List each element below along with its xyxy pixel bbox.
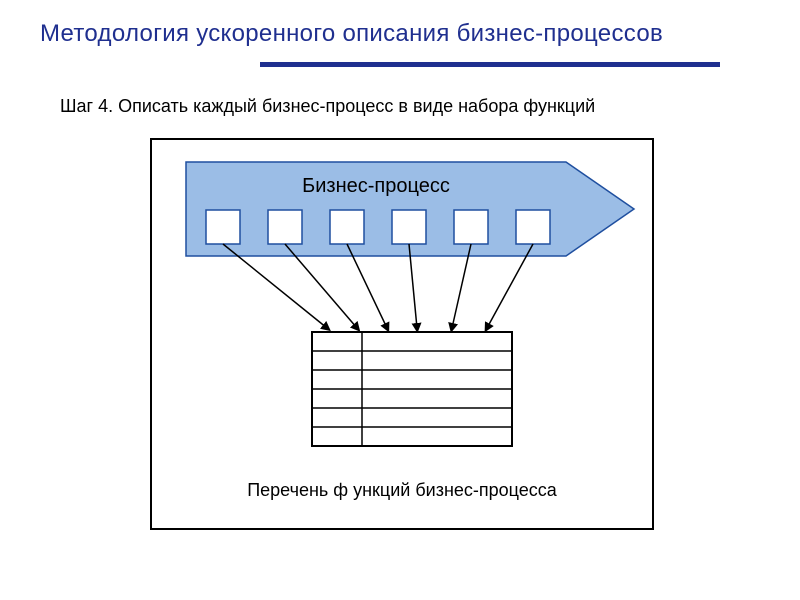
step-subtitle: Шаг 4. Описать каждый бизнес-процесс в в… (60, 96, 595, 117)
process-box (392, 210, 426, 244)
figure-caption: Перечень ф ункций бизнес-процесса (247, 480, 558, 500)
process-box (330, 210, 364, 244)
process-box (516, 210, 550, 244)
function-table (312, 332, 512, 446)
title-underline (260, 62, 720, 67)
figure-frame: Бизнес-процесс Перечень ф ункций бизнес-… (150, 138, 654, 530)
diagram-svg: Бизнес-процесс Перечень ф ункций бизнес-… (152, 140, 652, 528)
page-title: Методология ускоренного описания бизнес-… (40, 20, 663, 48)
process-arrow-label: Бизнес-процесс (302, 175, 450, 197)
process-box (268, 210, 302, 244)
process-box (454, 210, 488, 244)
process-box (206, 210, 240, 244)
slide: Методология ускоренного описания бизнес-… (0, 0, 800, 600)
